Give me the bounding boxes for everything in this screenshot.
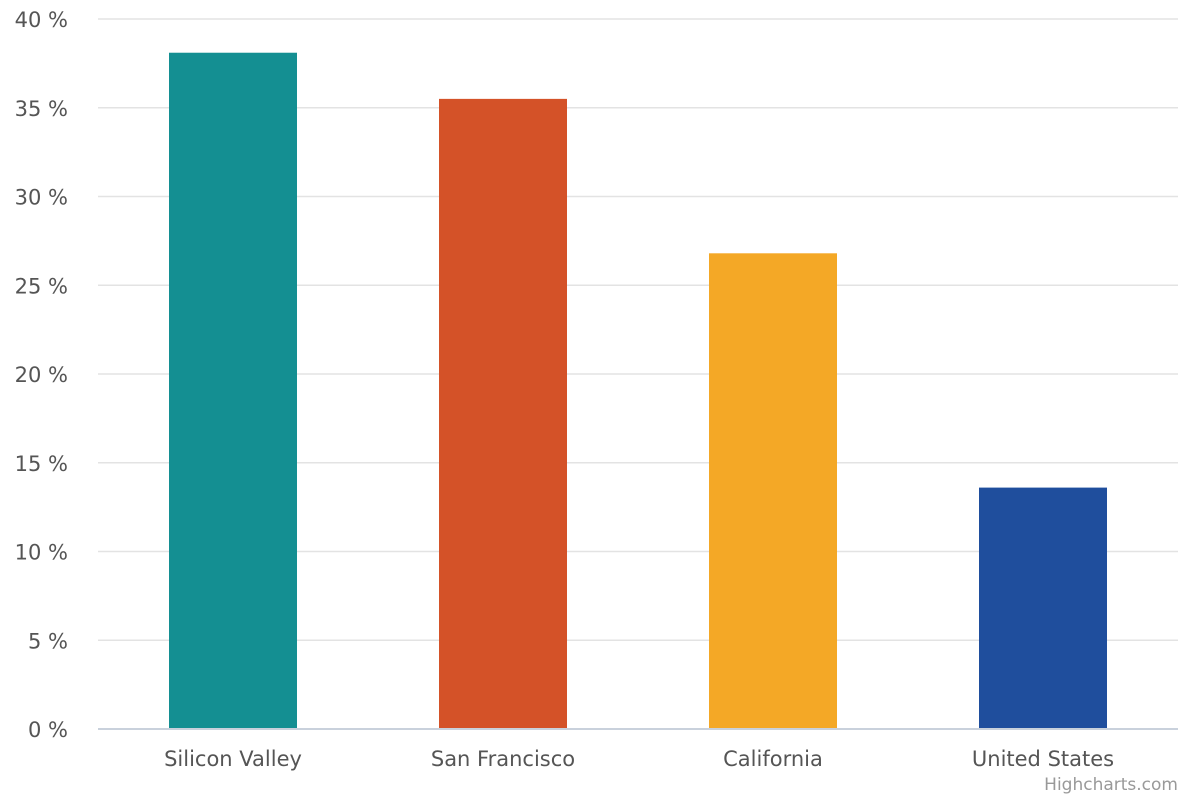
- y-tick-label: 40 %: [15, 8, 68, 32]
- y-tick-label: 25 %: [15, 274, 68, 298]
- y-tick-label: 15 %: [15, 452, 68, 476]
- x-tick-label: California: [723, 747, 823, 771]
- y-axis-ticks: 0 % 5 % 10 % 15 % 20 % 25 % 30 % 35 % 40 %: [15, 8, 68, 742]
- credits-link[interactable]: Highcharts.com: [1044, 775, 1178, 795]
- y-tick-label: 20 %: [15, 363, 68, 387]
- y-tick-label: 0 %: [28, 718, 68, 742]
- y-tick-label: 10 %: [15, 541, 68, 565]
- x-axis-ticks: Silicon Valley San Francisco California Uni…: [164, 747, 1114, 771]
- bar-silicon-valley[interactable]: [169, 52, 297, 730]
- bar-california[interactable]: [709, 253, 837, 730]
- x-tick-label: United States: [972, 747, 1114, 771]
- x-tick-label: San Francisco: [431, 747, 575, 771]
- x-tick-label: Silicon Valley: [164, 747, 302, 771]
- bar-united-states[interactable]: [979, 487, 1107, 729]
- bar-san-francisco[interactable]: [439, 98, 567, 729]
- y-tick-label: 30 %: [15, 186, 68, 210]
- y-tick-label: 5 %: [28, 629, 68, 653]
- bars: [169, 52, 1107, 730]
- y-tick-label: 35 %: [15, 97, 68, 121]
